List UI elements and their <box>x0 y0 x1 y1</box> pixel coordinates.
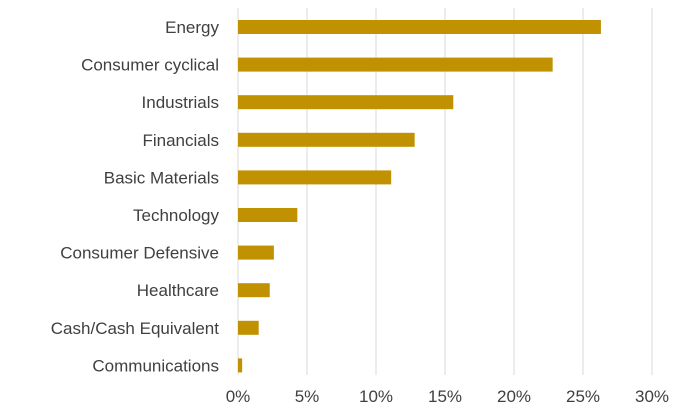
bar <box>238 170 392 185</box>
bar <box>238 132 415 147</box>
category-label: Healthcare <box>137 281 219 300</box>
x-tick-label: 5% <box>295 387 320 406</box>
x-tick-label: 10% <box>359 387 393 406</box>
x-tick-label: 15% <box>428 387 462 406</box>
category-label: Communications <box>92 356 219 375</box>
bar <box>238 245 274 260</box>
x-axis-tick-labels: 0% 5% 10% 15% 20% 25% 30% <box>226 387 669 406</box>
category-label: Energy <box>165 18 219 37</box>
bar <box>238 208 298 222</box>
category-labels: Energy Consumer cyclical Industrials Financ… <box>51 18 220 375</box>
category-label: Consumer Defensive <box>60 244 219 263</box>
x-tick-label: 25% <box>566 387 600 406</box>
bars <box>238 20 601 373</box>
x-tick-label: 20% <box>497 387 531 406</box>
category-label: Financials <box>142 131 219 150</box>
category-label: Basic Materials <box>104 168 219 187</box>
category-label: Industrials <box>142 93 219 112</box>
bar <box>238 95 454 110</box>
x-tick-label: 0% <box>226 387 251 406</box>
bar <box>238 320 259 335</box>
category-label: Technology <box>133 206 220 225</box>
category-label: Consumer cyclical <box>81 56 219 75</box>
bar <box>238 57 553 72</box>
bar <box>238 20 601 34</box>
x-tick-label: 30% <box>635 387 669 406</box>
bar <box>238 283 270 298</box>
category-label: Cash/Cash Equivalent <box>51 319 219 338</box>
bar <box>238 358 243 373</box>
